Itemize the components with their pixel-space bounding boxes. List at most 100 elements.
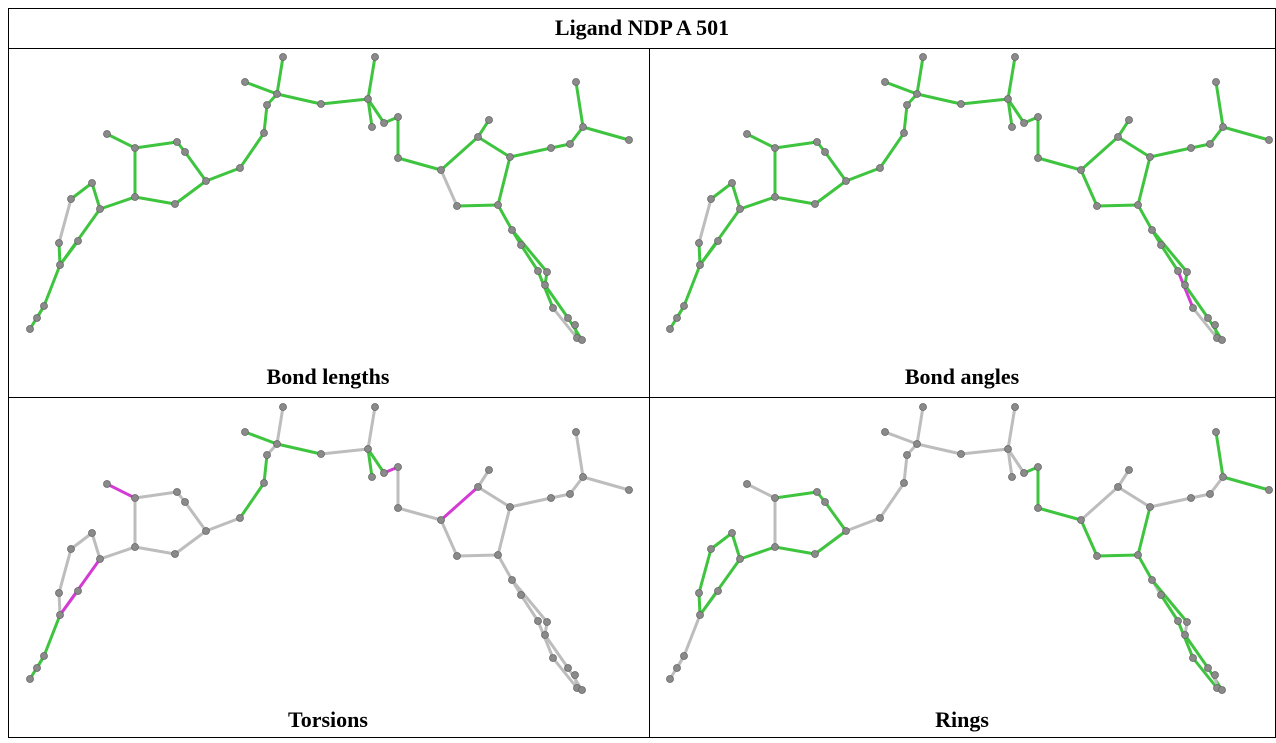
atom bbox=[579, 123, 587, 131]
table-border bbox=[8, 8, 1276, 738]
atom bbox=[55, 589, 63, 597]
atom bbox=[1206, 140, 1214, 148]
bond bbox=[42, 263, 62, 308]
bond bbox=[98, 195, 137, 211]
atom bbox=[821, 148, 829, 156]
bond bbox=[698, 557, 742, 617]
bond bbox=[275, 442, 323, 456]
atom bbox=[263, 451, 271, 459]
atom bbox=[1020, 119, 1028, 127]
bond bbox=[697, 197, 713, 245]
atom bbox=[534, 617, 542, 625]
bond bbox=[551, 656, 579, 690]
bond bbox=[682, 613, 702, 658]
bond bbox=[1176, 619, 1195, 660]
atom bbox=[202, 177, 210, 185]
bond bbox=[496, 553, 514, 582]
atom bbox=[394, 463, 402, 471]
bond bbox=[915, 55, 925, 96]
atom bbox=[1187, 144, 1195, 152]
bond bbox=[396, 506, 443, 522]
atom bbox=[40, 302, 48, 310]
atom bbox=[1157, 591, 1165, 599]
atom bbox=[571, 321, 579, 329]
bond bbox=[773, 490, 819, 500]
panel-caption: Torsions bbox=[288, 707, 368, 732]
atom bbox=[957, 450, 965, 458]
bond bbox=[902, 453, 909, 485]
atom bbox=[771, 494, 779, 502]
bond bbox=[1183, 283, 1210, 320]
bond bbox=[959, 447, 1010, 456]
bond bbox=[1136, 203, 1154, 232]
atom bbox=[842, 527, 850, 535]
atom bbox=[771, 144, 779, 152]
atom bbox=[534, 267, 542, 275]
atom bbox=[273, 90, 281, 98]
bond bbox=[1095, 203, 1140, 208]
atom bbox=[40, 652, 48, 660]
bond bbox=[58, 557, 102, 617]
bond bbox=[1116, 135, 1152, 159]
atom bbox=[1008, 123, 1016, 131]
atom bbox=[241, 428, 249, 436]
atom bbox=[673, 314, 681, 322]
atom bbox=[33, 314, 41, 322]
bond bbox=[1006, 97, 1026, 125]
bond bbox=[238, 131, 266, 170]
atom bbox=[666, 675, 674, 683]
bond bbox=[823, 500, 848, 533]
bond bbox=[1006, 405, 1017, 451]
bond bbox=[243, 80, 279, 96]
atom bbox=[1004, 95, 1012, 103]
atom bbox=[96, 555, 104, 563]
atom bbox=[1174, 617, 1182, 625]
atom bbox=[437, 516, 445, 524]
bond bbox=[1006, 97, 1014, 129]
atom bbox=[696, 261, 704, 269]
atom bbox=[578, 686, 586, 694]
bond bbox=[878, 131, 906, 170]
bond bbox=[508, 496, 553, 509]
bond bbox=[1006, 55, 1017, 101]
bond bbox=[519, 593, 540, 623]
bond bbox=[1159, 593, 1180, 623]
atom bbox=[1211, 671, 1219, 679]
bond bbox=[574, 80, 585, 129]
bond bbox=[959, 97, 1010, 106]
bond bbox=[519, 243, 540, 273]
bond bbox=[58, 207, 102, 267]
bond bbox=[1095, 553, 1140, 558]
bond bbox=[709, 181, 734, 201]
atom bbox=[1189, 304, 1197, 312]
atom bbox=[549, 654, 557, 662]
bond bbox=[319, 447, 370, 456]
atom bbox=[317, 100, 325, 108]
atom bbox=[173, 488, 181, 496]
atom bbox=[364, 95, 372, 103]
bond bbox=[262, 103, 269, 135]
bond bbox=[439, 518, 459, 558]
bond bbox=[745, 482, 777, 500]
atom bbox=[1134, 201, 1142, 209]
atom bbox=[173, 138, 181, 146]
bond bbox=[243, 430, 279, 446]
atom bbox=[371, 53, 379, 61]
atom bbox=[1093, 202, 1101, 210]
atom bbox=[380, 469, 388, 477]
atom bbox=[680, 652, 688, 660]
atom bbox=[1265, 136, 1273, 144]
atom bbox=[707, 545, 715, 553]
bond bbox=[682, 263, 702, 308]
bond bbox=[543, 283, 570, 320]
atom bbox=[437, 166, 445, 174]
atom bbox=[55, 239, 63, 247]
atom bbox=[368, 123, 376, 131]
bond bbox=[133, 195, 177, 206]
bond bbox=[204, 166, 242, 183]
bond bbox=[813, 179, 848, 206]
atom bbox=[1219, 473, 1227, 481]
bond bbox=[697, 547, 713, 595]
